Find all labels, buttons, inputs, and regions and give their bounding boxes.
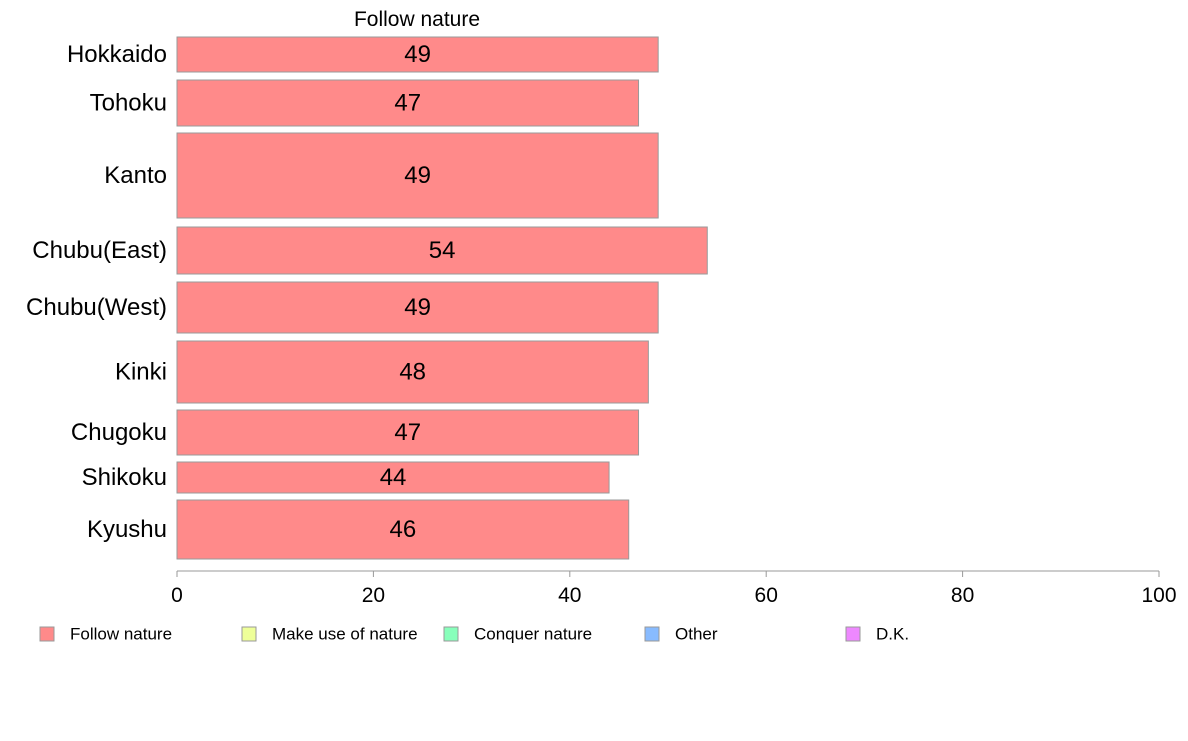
x-tick-label: 40 [558,584,581,607]
bar [176,409,640,456]
data-label: 54 [429,237,456,264]
bar [176,36,659,73]
legend-label: Make use of nature [272,625,418,644]
x-tick-label: 20 [362,584,385,607]
category-label: Hokkaido [67,41,167,68]
x-tick-label: 100 [1141,584,1176,607]
x-axis: 0 20 40 60 80 100 [171,570,1177,607]
category-label: Kinki [115,359,167,386]
legend-swatch [443,626,459,642]
category-label: Tohoku [90,90,167,117]
legend-swatch [39,626,55,642]
legend-swatch [845,626,861,642]
legend-label: Follow nature [70,625,172,644]
legend: Follow nature Make use of nature Conquer n… [39,625,909,644]
x-tick-label: 0 [171,584,183,607]
legend-label: Other [675,625,718,644]
legend-swatch [241,626,257,642]
category-label: Kanto [104,162,167,189]
x-tick-label: 80 [951,584,974,607]
legend-label: D.K. [876,625,909,644]
data-label: 47 [394,90,421,117]
bar [176,461,610,494]
data-label: 49 [404,162,431,189]
data-label: 47 [394,419,421,446]
data-label: 46 [390,516,417,543]
category-label: Chubu(West) [26,294,167,321]
bar [176,281,659,334]
bars-layer: 49 Hokkaido 47 Tohoku 49 Kanto 54 Chubu(East) 49… [26,36,708,560]
legend-label: Conquer nature [474,625,592,644]
data-label: 49 [404,41,431,68]
chart-title: Follow nature [354,8,480,31]
category-label: Chugoku [71,419,167,446]
bar [176,226,708,275]
category-label: Chubu(East) [32,237,167,264]
bar [176,132,659,219]
data-label: 49 [404,294,431,321]
category-label: Shikoku [82,464,167,491]
category-label: Kyushu [87,516,167,543]
x-tick-label: 60 [755,584,778,607]
bar [176,79,640,127]
legend-swatch [644,626,660,642]
data-label: 48 [399,359,426,386]
data-label: 44 [380,464,407,491]
bar [176,499,630,560]
bar [176,340,649,404]
